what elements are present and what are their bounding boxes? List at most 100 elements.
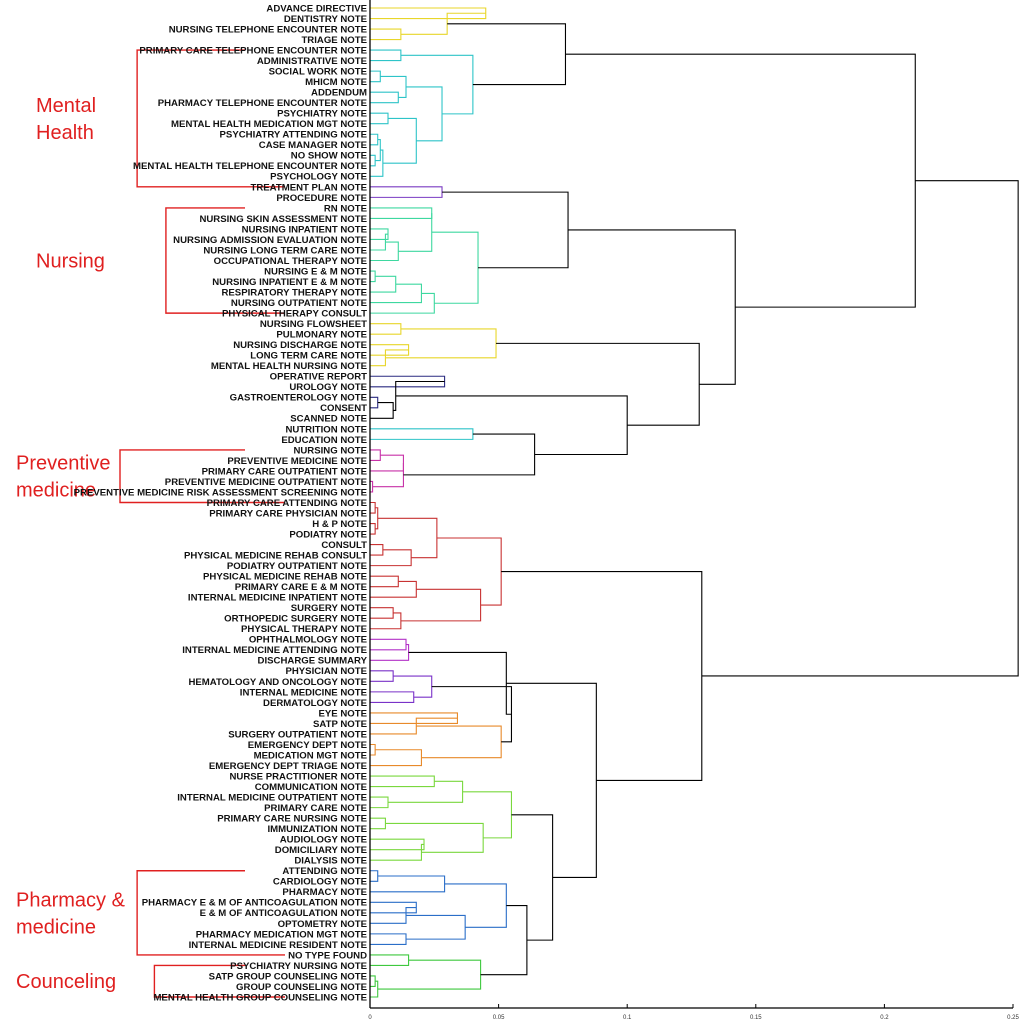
leaf-label: DERMATOLOGY NOTE: [263, 698, 368, 709]
leaf-label: NURSING NOTE: [293, 445, 367, 456]
dendrogram-link: [380, 75, 407, 98]
leaf-label: ADVANCE DIRECTIVE: [266, 3, 367, 14]
leaf-label: PREVENTIVE MEDICINE RISK ASSESSMENT SCRE…: [74, 487, 368, 498]
leaf-label: INTERNAL MEDICINE INPATIENT NOTE: [188, 593, 368, 604]
dendrogram-link: [372, 463, 404, 488]
group-bracket: [165, 207, 285, 314]
leaf-label: PSYCHIATRY NOTE: [277, 109, 368, 120]
leaf-label: EYE NOTE: [318, 708, 367, 719]
leaf-label: INTERNAL MEDICINE ATTENDING NOTE: [182, 645, 367, 656]
leaf-label: LONG TERM CARE NOTE: [250, 351, 367, 362]
leaf-label: NURSING SKIN ASSESSMENT NOTE: [199, 214, 367, 225]
dendrogram-link: [370, 549, 412, 567]
dendrogram-link: [403, 433, 536, 476]
dendrogram-link: [406, 86, 443, 142]
dendrogram-link: [370, 270, 376, 283]
dendrogram-link: [370, 186, 443, 198]
leaf-label: PRIMARY CARE TELEPHONE ENCOUNTER NOTE: [139, 45, 367, 56]
leaf-label: NURSING ADMISSION EVALUATION NOTE: [173, 235, 367, 246]
dendrogram-link: [400, 54, 474, 115]
leaf-label: AUDIOLOGY NOTE: [280, 835, 368, 846]
dendrogram-link: [370, 449, 381, 461]
dendrogram-link: [370, 501, 376, 514]
dendrogram-link: [370, 575, 399, 588]
dendrogram-link: [385, 328, 497, 359]
dendrogram-link: [377, 517, 438, 559]
dendrogram-link: [370, 292, 435, 314]
x-axis: 0 0.05 0.1 0.15 0.2 0.25: [368, 0, 1019, 1021]
leaf-label: PREVENTIVE MEDICINE OUTPATIENT NOTE: [165, 477, 368, 488]
group-bracket: [153, 964, 285, 998]
leaf-label: H & P NOTE: [312, 519, 367, 530]
dendrogram-link: [444, 883, 507, 928]
dendrogram-link: [370, 133, 379, 146]
leaf-label: DIALYSIS NOTE: [294, 856, 367, 867]
leaf-label: SATP NOTE: [313, 719, 368, 730]
dendrogram-link: [370, 154, 376, 167]
leaf-label: PRIMARY CARE OUTPATIENT NOTE: [202, 466, 368, 477]
dendrogram-link: [370, 670, 394, 682]
leaf-label: NURSE PRACTITIONER NOTE: [229, 771, 367, 782]
x-tick-label: 0.1: [623, 1015, 632, 1021]
group-label: Pharmacy &: [16, 889, 126, 911]
dendrogram-link: [568, 229, 736, 385]
leaf-label: NURSING DISCHARGE NOTE: [233, 340, 367, 351]
leaf-label: ORTHOPEDIC SURGERY NOTE: [224, 614, 367, 625]
dendrogram-link: [388, 780, 464, 803]
dendrogram-link: [370, 607, 394, 619]
leaf-label: SURGERY OUTPATIENT NOTE: [228, 729, 367, 740]
leaf-label: DISCHARGE SUMMARY: [258, 656, 368, 667]
dendrogram-link: [511, 814, 554, 941]
group-bracket: [119, 449, 285, 504]
x-tick-label: 0.25: [1007, 1015, 1019, 1021]
leaf-label: CONSULT: [321, 540, 367, 551]
leaf-label: PHYSICAL THERAPY CONSULT: [222, 309, 367, 320]
dendrogram-link: [370, 241, 399, 262]
leaf-label: NUTRITION NOTE: [285, 424, 367, 435]
leaf-label: IMMUNIZATION NOTE: [268, 824, 368, 835]
dendrogram-link: [436, 537, 502, 606]
dendrogram-link: [370, 233, 389, 251]
leaf-label: PHYSICIAN NOTE: [285, 666, 367, 677]
leaf-label: NURSING E & M NOTE: [264, 266, 367, 277]
dendrogram-link: [370, 112, 389, 125]
leaf-label: HEMATOLOGY AND ONCOLOGY NOTE: [188, 677, 367, 688]
dendrogram-link: [370, 875, 446, 893]
dendrogram-link: [370, 796, 389, 809]
leaf-label: PODIATRY OUTPATIENT NOTE: [227, 561, 368, 572]
leaf-label: MENTAL HEALTH GROUP COUNSELING NOTE: [153, 992, 367, 1003]
leaf-label: PHARMACY MEDICATION MGT NOTE: [196, 929, 368, 940]
leaf-label: OPHTHALMOLOGY NOTE: [249, 635, 368, 646]
leaf-label: GASTROENTEROLOGY NOTE: [230, 393, 368, 404]
leaf-label: PODIATRY NOTE: [289, 529, 367, 540]
leaf-label: DOMICILIARY NOTE: [275, 845, 368, 856]
dendrogram-link: [393, 675, 433, 698]
dendrogram-link: [370, 275, 397, 293]
dendrogram-link: [370, 838, 425, 851]
x-tick-label: 0: [368, 1015, 372, 1021]
dendrogram-link: [370, 396, 379, 409]
dendrogram-link: [370, 980, 379, 998]
group-bracket: [136, 870, 285, 956]
dendrogram-link: [370, 149, 384, 177]
dendrogram-link: [370, 70, 381, 83]
dendrogram-link: [370, 954, 410, 966]
dendrogram-link: [370, 522, 376, 535]
dendrogram-link: [370, 580, 417, 598]
dendrogram-link: [565, 53, 916, 308]
dendrogram-link: [442, 191, 569, 269]
dendrogram-link: [370, 428, 474, 440]
dendrogram-link: [506, 682, 597, 879]
leaf-label: NURSING INPATIENT E & M NOTE: [212, 277, 367, 288]
group-label: Mental: [36, 95, 96, 117]
leaf-label: MEDICATION MGT NOTE: [254, 750, 368, 761]
dendrogram-link: [370, 749, 422, 767]
dendrogram-link: [370, 643, 410, 661]
dendrogram-link: [370, 775, 435, 788]
dendrogram-link: [431, 231, 479, 304]
group-label: Health: [36, 122, 94, 144]
dendrogram-link: [382, 117, 417, 164]
dendrogram-link: [377, 959, 482, 990]
leaf-label: PULMONARY NOTE: [276, 330, 367, 341]
